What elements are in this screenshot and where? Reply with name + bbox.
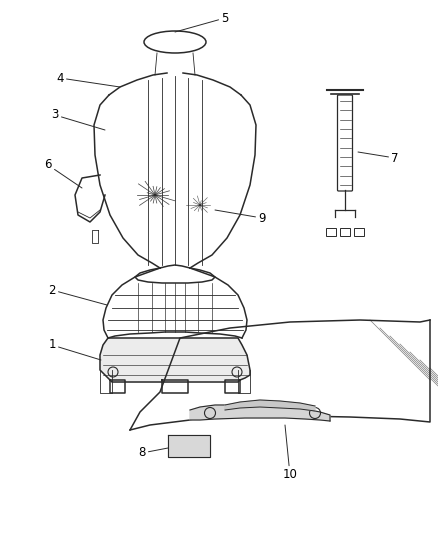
Polygon shape	[225, 400, 315, 411]
Text: 5: 5	[175, 12, 229, 32]
Bar	[326, 228, 336, 236]
Text: 7: 7	[358, 151, 399, 165]
Bar	[354, 228, 364, 236]
FancyBboxPatch shape	[338, 95, 353, 191]
Bar	[340, 228, 350, 236]
Polygon shape	[190, 405, 330, 421]
Polygon shape	[168, 435, 210, 457]
Text: 10: 10	[283, 425, 297, 481]
Ellipse shape	[144, 31, 206, 53]
Text: 6: 6	[44, 158, 82, 188]
Text: 3: 3	[51, 109, 105, 130]
Text: 9: 9	[215, 210, 266, 224]
Text: 8: 8	[138, 447, 168, 459]
Text: 2: 2	[48, 284, 107, 305]
Polygon shape	[100, 338, 250, 382]
Text: 4: 4	[56, 71, 120, 87]
Text: 1: 1	[48, 338, 101, 360]
